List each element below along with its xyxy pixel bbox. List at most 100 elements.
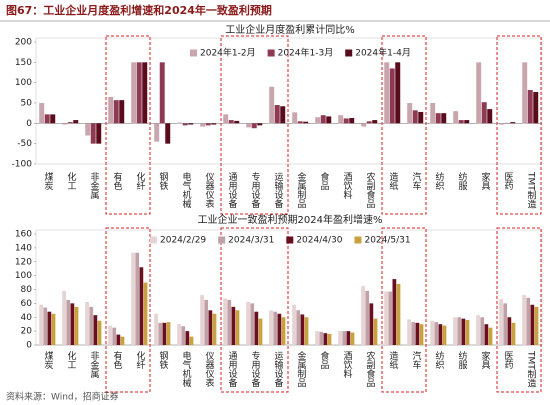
x-tick-label: 汽车 [411, 171, 422, 191]
bar [280, 106, 286, 124]
bar [392, 279, 397, 345]
bar [346, 331, 351, 345]
bar [223, 114, 229, 124]
x-tick-label: 化工 [66, 171, 77, 190]
legend-swatch [267, 49, 275, 57]
bar [297, 121, 303, 124]
bar [326, 116, 332, 124]
bar [412, 110, 418, 124]
x-tick-label: 煤炭 [43, 350, 54, 370]
bar [487, 109, 493, 124]
legend-swatch [218, 236, 226, 244]
x-tick-label: 运输设备 [273, 351, 284, 387]
bar [67, 122, 73, 124]
bar [315, 331, 319, 345]
bar [166, 322, 171, 345]
bar [43, 307, 48, 345]
bar [411, 322, 416, 345]
x-tick-label: TMT制造 [526, 350, 537, 389]
bar [47, 311, 52, 345]
legend-swatch [190, 49, 197, 57]
bar [113, 100, 119, 124]
legend-label: 2024年1-2月 [200, 47, 256, 59]
bar [62, 290, 66, 345]
bar [388, 291, 393, 345]
x-tick-label: 钢铁 [158, 171, 169, 191]
x-tick-label: 农副食品 [365, 171, 376, 209]
x-tick-label: 专用设备 [250, 171, 261, 208]
y-tick-label: 50 [21, 99, 33, 109]
bar [296, 310, 301, 345]
bar [211, 123, 217, 125]
x-tick-label: 有色 [112, 171, 123, 190]
bar [234, 120, 240, 124]
y-tick-label: 0 [26, 119, 32, 129]
chart-title: 工业企业一致盈利预期2024年盈利增速% [198, 213, 383, 226]
bar [235, 310, 240, 345]
bar [522, 295, 526, 345]
bar [131, 62, 137, 124]
y-tick-label: 120 [15, 257, 32, 267]
bar [434, 322, 439, 345]
bar [343, 118, 349, 124]
x-tick-label: 食品 [319, 350, 330, 370]
bar [511, 322, 516, 345]
bar [522, 62, 528, 124]
bar [258, 318, 263, 345]
bar [228, 120, 234, 124]
bar [430, 320, 434, 345]
y-tick-label: 150 [15, 58, 32, 68]
legend-label: 2024/5/31 [364, 236, 410, 246]
bar [39, 304, 43, 345]
bar [488, 327, 493, 345]
bar [200, 295, 204, 345]
y-tick-label: 140 [15, 243, 32, 253]
bar [292, 304, 296, 345]
bar [143, 282, 148, 345]
bar [338, 331, 342, 345]
x-tick-label: 汽车 [411, 350, 422, 370]
bar [438, 324, 443, 345]
x-tick-label: 通用设备 [227, 351, 238, 387]
bar [177, 324, 181, 345]
bar [85, 123, 91, 136]
bar [189, 336, 194, 345]
bar [476, 315, 480, 345]
x-tick-label: 金属制品 [296, 171, 307, 209]
x-tick-label: 化纤 [135, 171, 146, 191]
figure-title: 图67：工业企业月度盈利增速和2024年一致盈利预期 [6, 3, 272, 17]
bar [292, 112, 298, 124]
legend-swatch [345, 49, 353, 57]
bar [116, 334, 121, 345]
x-tick-label: 酒饮料 [342, 351, 353, 379]
bar [273, 311, 278, 345]
bar [281, 317, 286, 345]
bar [503, 303, 508, 345]
bar [39, 103, 45, 124]
x-tick-label: 电气机械 [181, 350, 192, 388]
x-tick-label: 纺织 [434, 171, 445, 191]
legend-label: 2024年1-3月 [278, 47, 334, 59]
bar [430, 103, 436, 124]
bar [204, 299, 209, 345]
legend-label: 2024年1-4月 [355, 47, 411, 59]
x-tick-label: 造纸 [388, 171, 399, 191]
bar [165, 123, 171, 144]
legend-swatch [286, 236, 294, 244]
bar [246, 123, 252, 128]
bar [97, 320, 102, 345]
bar [464, 120, 470, 124]
bar [323, 333, 328, 345]
x-tick-label: 医药 [503, 172, 514, 191]
bar [476, 62, 482, 124]
x-tick-label: 通用设备 [227, 172, 238, 208]
bar [139, 267, 144, 345]
bar [507, 317, 512, 345]
highlight-box [381, 227, 427, 393]
x-tick-label: 运输设备 [273, 172, 284, 208]
bar [154, 123, 160, 142]
bar [162, 322, 167, 345]
x-tick-label: 金属制品 [296, 350, 307, 388]
bar [389, 68, 395, 124]
bar [303, 121, 309, 124]
